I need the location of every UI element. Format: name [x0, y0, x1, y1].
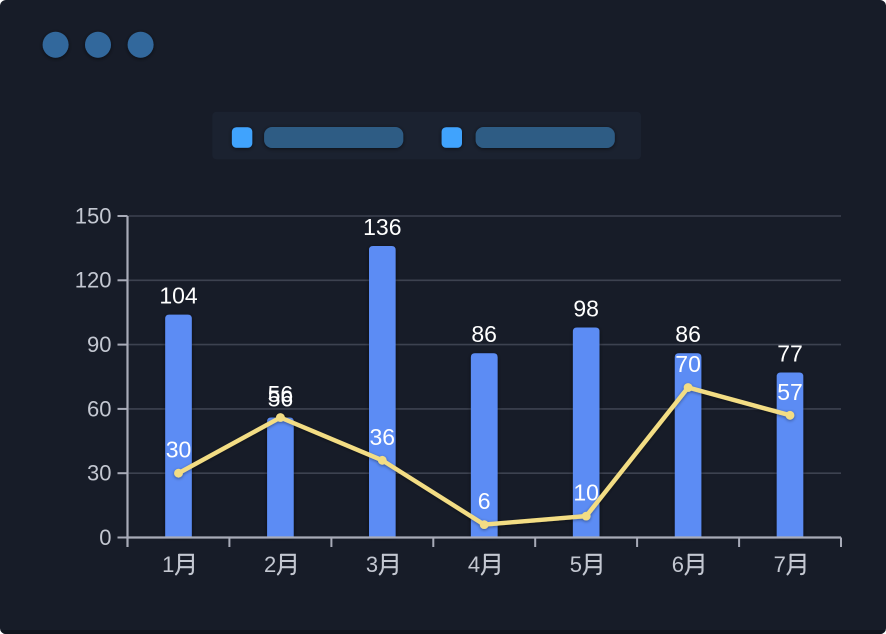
- svg-text:5: 5: [570, 552, 582, 577]
- svg-text:150: 150: [75, 203, 112, 228]
- svg-text:98: 98: [573, 295, 599, 321]
- svg-text:77: 77: [777, 340, 803, 366]
- svg-text:90: 90: [87, 332, 111, 357]
- svg-text:4: 4: [468, 552, 480, 577]
- svg-text:0: 0: [99, 525, 111, 550]
- svg-text:70: 70: [675, 351, 701, 377]
- svg-text:60: 60: [87, 396, 111, 421]
- svg-text:1: 1: [162, 552, 174, 577]
- svg-text:86: 86: [471, 321, 497, 347]
- svg-text:56: 56: [268, 385, 294, 411]
- svg-text:3: 3: [366, 552, 378, 577]
- svg-text:2: 2: [264, 552, 276, 577]
- svg-text:136: 136: [363, 214, 401, 240]
- svg-text:30: 30: [87, 461, 111, 486]
- svg-text:104: 104: [159, 283, 198, 309]
- svg-text:10: 10: [573, 480, 599, 506]
- svg-text:36: 36: [370, 424, 396, 450]
- svg-text:86: 86: [675, 321, 701, 347]
- svg-text:56: 56: [268, 381, 294, 407]
- svg-text:57: 57: [777, 379, 803, 405]
- svg-text:6: 6: [672, 552, 684, 577]
- svg-text:30: 30: [166, 437, 192, 463]
- svg-text:6: 6: [478, 488, 491, 514]
- svg-text:7: 7: [774, 552, 786, 577]
- svg-text:120: 120: [75, 268, 112, 293]
